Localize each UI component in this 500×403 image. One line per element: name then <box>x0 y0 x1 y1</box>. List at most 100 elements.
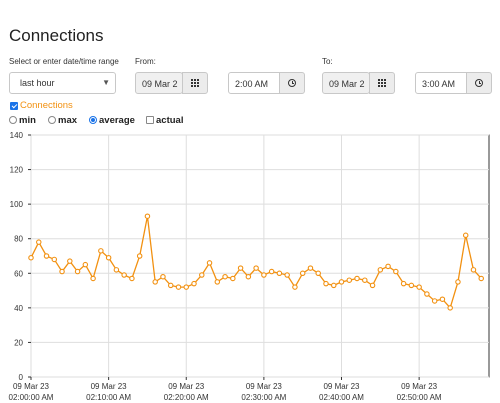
y-tick-label: 140 <box>10 131 24 140</box>
actual-label[interactable]: actual <box>156 115 184 126</box>
y-tick-label: 80 <box>14 235 23 244</box>
chevron-down-icon: ▼ <box>102 78 110 87</box>
data-point <box>323 280 329 287</box>
y-tick-label: 20 <box>14 338 23 347</box>
x-tick-label-time: 02:50:00 AM <box>397 393 442 402</box>
x-tick-label-time: 02:20:00 AM <box>164 393 209 402</box>
connections-chart: 0 20 40 60 80 100 120 140 09 Mar 23 02:00:00 AM 09… <box>9 131 490 402</box>
to-date-input[interactable]: 09 Mar 2 <box>322 72 370 94</box>
x-tick-label-time: 02:00:00 AM <box>9 393 54 402</box>
data-point <box>67 258 73 264</box>
average-label[interactable]: average <box>99 115 135 126</box>
x-tick-label-time: 02:10:00 AM <box>86 393 131 402</box>
data-point <box>245 273 252 280</box>
data-point <box>292 284 298 290</box>
data-point <box>424 291 430 297</box>
data-point <box>152 279 158 285</box>
data-point <box>330 282 337 289</box>
x-tick-label-date: 09 Mar 23 <box>323 382 360 391</box>
range-select-value: last hour <box>20 78 55 88</box>
data-point <box>98 248 104 254</box>
x-tick-label-date: 09 Mar 23 <box>13 382 50 391</box>
data-point <box>222 273 228 280</box>
data-point <box>268 268 275 275</box>
data-point <box>90 275 96 282</box>
y-tick-label: 0 <box>19 373 24 382</box>
data-point <box>175 284 182 290</box>
data-point <box>416 284 422 290</box>
data-point <box>462 232 469 239</box>
data-point <box>284 272 290 278</box>
data-point <box>59 268 65 275</box>
connections-checkbox[interactable] <box>10 102 18 110</box>
data-point <box>144 213 151 219</box>
to-calendar-button[interactable] <box>369 72 395 94</box>
x-tick-label-time: 02:30:00 AM <box>241 393 286 402</box>
average-radio[interactable] <box>89 116 97 124</box>
data-point <box>431 298 438 304</box>
page-title: Connections <box>9 26 104 45</box>
x-tick-label-date: 09 Mar 23 <box>91 382 128 391</box>
data-point <box>136 253 143 259</box>
data-point <box>230 275 236 282</box>
x-tick-label-time: 02:40:00 AM <box>319 393 364 402</box>
data-point <box>455 279 461 285</box>
from-calendar-button[interactable] <box>182 72 208 94</box>
data-point <box>400 280 407 287</box>
data-point <box>276 270 283 277</box>
data-point <box>362 277 368 283</box>
from-clock-button[interactable] <box>279 72 305 94</box>
connections-series-label[interactable]: Connections <box>20 100 73 111</box>
max-label[interactable]: max <box>58 115 78 126</box>
x-tick-label-date: 09 Mar 23 <box>246 382 283 391</box>
data-point <box>408 282 415 289</box>
data-point <box>439 296 446 302</box>
range-select[interactable]: last hour ▼ <box>9 72 116 94</box>
to-time-input[interactable]: 3:00 AM <box>415 72 467 94</box>
from-date-input[interactable]: 09 Mar 2 <box>135 72 183 94</box>
data-point <box>393 268 399 275</box>
data-point <box>261 272 267 278</box>
data-point <box>253 265 259 271</box>
clock-icon <box>288 79 296 87</box>
clock-icon <box>475 79 483 87</box>
data-point <box>191 280 197 287</box>
data-point <box>74 268 81 275</box>
data-point <box>470 267 477 273</box>
data-point <box>237 265 244 271</box>
calendar-grid-icon <box>191 79 199 87</box>
data-point <box>354 275 360 282</box>
data-point <box>206 260 213 266</box>
y-tick-label: 60 <box>14 269 23 278</box>
to-clock-button[interactable] <box>466 72 492 94</box>
data-point <box>338 279 345 285</box>
data-point <box>307 265 314 271</box>
from-time-input[interactable]: 2:00 AM <box>228 72 280 94</box>
data-point <box>199 272 205 278</box>
data-point <box>129 275 135 282</box>
data-point <box>214 279 221 285</box>
max-radio[interactable] <box>48 116 56 124</box>
data-point <box>315 270 321 277</box>
data-point <box>447 305 453 311</box>
actual-checkbox[interactable] <box>146 116 154 124</box>
data-point <box>369 282 376 289</box>
x-tick-label-date: 09 Mar 23 <box>401 382 438 391</box>
y-tick-label: 100 <box>10 200 24 209</box>
to-label: To: <box>322 57 333 66</box>
min-radio[interactable] <box>9 116 17 124</box>
calendar-grid-icon <box>378 79 386 87</box>
data-point <box>51 256 58 263</box>
data-point <box>28 254 34 261</box>
data-point <box>121 272 127 278</box>
data-point <box>36 239 42 245</box>
data-point <box>478 275 484 282</box>
min-label[interactable]: min <box>19 115 36 126</box>
data-point <box>160 273 166 280</box>
chart-axes: 0 20 40 60 80 100 120 140 09 Mar 23 02:00:00 AM 09… <box>9 131 442 402</box>
chart-series <box>28 213 484 311</box>
data-point <box>113 267 120 273</box>
data-point <box>105 254 112 261</box>
data-point <box>377 267 384 273</box>
x-tick-label-date: 09 Mar 23 <box>168 382 205 391</box>
